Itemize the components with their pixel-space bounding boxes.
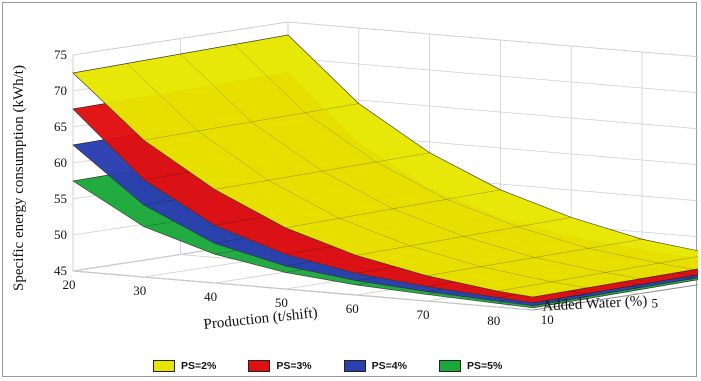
legend-swatch	[248, 360, 271, 372]
legend-label: PS=4%	[371, 360, 407, 372]
legend-swatch	[343, 360, 366, 372]
legend-label: PS=5%	[466, 360, 503, 372]
tick-labels: 45505560657075203040506070800510	[54, 47, 658, 328]
surface-PS=2%	[72, 34, 698, 298]
surface-mesh-line	[356, 217, 572, 256]
x-tick-label: 80	[487, 313, 500, 328]
y-tick-label: 5	[651, 296, 658, 311]
y-tick-label: 10	[541, 312, 554, 327]
z-tick-label: 75	[54, 47, 67, 62]
x-tick-label: 20	[63, 277, 76, 292]
surface-mesh-line	[533, 277, 698, 306]
z-grid-line	[72, 21, 698, 58]
x-tick-label: 60	[346, 301, 359, 316]
z-tick-label: 45	[54, 263, 67, 278]
x-tick-label: 70	[417, 307, 430, 322]
z-tick-label: 50	[54, 227, 67, 242]
surface-mesh-line	[143, 103, 359, 141]
legend-item: PS=4%	[343, 360, 407, 372]
legend-item: PS=5%	[438, 360, 503, 372]
y-axis-label: Added Water (%)	[542, 293, 648, 314]
legend-label: PS=2%	[181, 360, 217, 372]
surface-mesh-line	[126, 63, 588, 289]
surface-mesh-line	[426, 238, 643, 277]
surface-plot: 45505560657075203040506070800510 Specifi…	[11, 21, 698, 333]
legend-item: PS=3%	[248, 360, 312, 372]
surface-mesh-line	[234, 44, 695, 270]
x-tick-label: 50	[275, 295, 288, 310]
z-axis-label: Specific energy consumption (kWh/t)	[11, 65, 27, 291]
x-axis-label: Production (t/shift)	[203, 305, 319, 333]
x-tick-label: 30	[133, 283, 146, 298]
surface-mesh-line	[533, 268, 698, 298]
y-grid-line	[72, 55, 534, 311]
legend: PS=2% PS=3% PS=4% PS=5%	[153, 358, 534, 374]
legend-swatch	[438, 360, 461, 372]
surfaces	[72, 34, 698, 309]
surface-mesh-line	[180, 53, 641, 279]
surface-mesh-line	[533, 274, 698, 304]
surface-mesh-line	[214, 152, 430, 190]
z-tick-label: 55	[54, 191, 67, 206]
surface-mesh-line	[285, 189, 501, 229]
z-tick-label: 70	[54, 83, 67, 98]
surface-mesh-line	[72, 34, 289, 74]
legend-label: PS=3%	[276, 360, 312, 372]
x-tick-label: 40	[204, 289, 217, 304]
z-tick-label: 65	[54, 119, 67, 134]
legend-item: PS=2%	[153, 360, 216, 372]
legend-swatch	[153, 360, 175, 372]
chart-frame: 45505560657075203040506070800510 Specifi…	[2, 2, 698, 377]
z-tick-label: 60	[54, 155, 67, 170]
surface-mesh-line	[497, 256, 698, 292]
surface-mesh-line	[533, 279, 698, 309]
